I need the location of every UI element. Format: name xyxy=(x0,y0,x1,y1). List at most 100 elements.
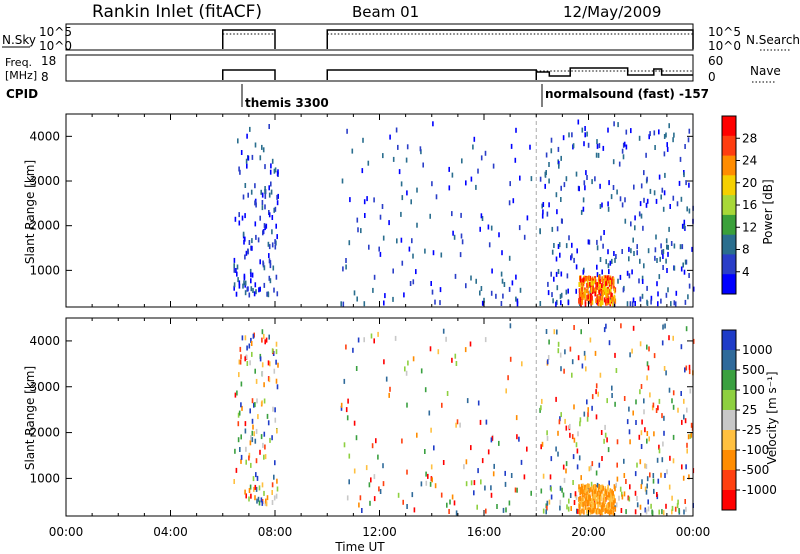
velocity-mark-443 xyxy=(641,419,643,425)
velocity-mark-295 xyxy=(565,425,568,431)
power-mark-270 xyxy=(501,250,503,256)
power-mark-189 xyxy=(460,212,462,218)
power-mark-306 xyxy=(648,134,650,140)
velocity-mark-139 xyxy=(240,402,242,408)
nsky-step-1 xyxy=(326,29,694,49)
velocity-mark-251 xyxy=(427,473,429,479)
velocity-mark-398 xyxy=(590,465,592,471)
velocity-mark-4 xyxy=(269,361,271,367)
power-mark-682 xyxy=(609,285,612,291)
velocity-mark-278 xyxy=(361,508,363,513)
power-mark-116 xyxy=(250,272,252,278)
power-mark-243 xyxy=(392,268,394,274)
velocity-mark-141 xyxy=(411,492,414,498)
power-mark-311 xyxy=(656,281,658,287)
power-mark-180 xyxy=(490,290,493,296)
power-mark-201 xyxy=(395,127,398,133)
power-mark-126 xyxy=(233,282,236,288)
velocity-mark-260 xyxy=(340,402,343,408)
power-mark-313 xyxy=(663,134,666,139)
velocity-mark-662 xyxy=(591,485,593,491)
velocity-mark-114 xyxy=(236,390,238,396)
power-mark-290 xyxy=(633,251,635,256)
power-mark-765 xyxy=(590,277,593,283)
power-mark-450 xyxy=(602,145,605,151)
velocity-mark-234 xyxy=(465,481,468,487)
velocity-mark-710 xyxy=(608,497,611,503)
velocity-mark-424 xyxy=(663,430,665,436)
velocity-mark-282 xyxy=(559,499,562,505)
velocity-mark-74 xyxy=(275,493,278,499)
power-cbar-label-4: 12 xyxy=(742,220,757,234)
power-mark-245 xyxy=(518,225,521,231)
power-mark-546 xyxy=(665,292,668,298)
velocity-mark-63 xyxy=(261,337,263,343)
velocity-cbar-label-7: -1000 xyxy=(742,483,777,497)
velocity-ytick-label-0: 1000 xyxy=(29,471,60,485)
freq-tick-low: 8 xyxy=(41,70,49,84)
power-mark-239 xyxy=(382,235,385,241)
velocity-mark-546 xyxy=(669,455,671,461)
velocity-mark-188 xyxy=(493,463,495,469)
velocity-mark-374 xyxy=(571,359,574,365)
power-ytick-label-2: 3000 xyxy=(29,174,60,188)
velocity-mark-384 xyxy=(623,473,626,478)
velocity-mark-373 xyxy=(604,432,607,438)
power-mark-259 xyxy=(363,301,366,307)
power-mark-555 xyxy=(668,226,670,232)
power-mark-796 xyxy=(582,291,585,297)
power-mark-473 xyxy=(584,132,586,138)
velocity-mark-520 xyxy=(661,509,663,515)
velocity-ytick-label-3: 4000 xyxy=(29,334,60,348)
velocity-mark-551 xyxy=(623,396,626,401)
velocity-mark-363 xyxy=(580,329,582,335)
velocity-mark-244 xyxy=(353,468,356,474)
velocity-mark-502 xyxy=(559,505,561,511)
velocity-mark-834 xyxy=(595,499,597,505)
velocity-cbar-label-4: -25 xyxy=(742,423,762,437)
velocity-mark-486 xyxy=(591,405,593,411)
velocity-mark-70 xyxy=(256,475,259,481)
power-mark-390 xyxy=(588,299,591,305)
power-mark-678 xyxy=(604,299,607,305)
power-mark-48 xyxy=(238,220,241,226)
power-mark-469 xyxy=(572,143,575,149)
power-mark-829 xyxy=(599,279,601,284)
power-mark-77 xyxy=(268,210,270,215)
power-mark-267 xyxy=(392,296,394,302)
power-mark-508 xyxy=(680,266,683,272)
power-mark-671 xyxy=(596,298,599,304)
velocity-mark-110 xyxy=(265,501,268,507)
power-mark-535 xyxy=(639,201,642,207)
power-mark-130 xyxy=(247,248,249,254)
velocity-mark-167 xyxy=(490,485,492,491)
velocity-mark-232 xyxy=(412,356,415,362)
velocity-mark-98 xyxy=(251,437,254,443)
power-cbar-swatch-5 xyxy=(722,214,736,236)
power-mark-272 xyxy=(368,244,370,250)
power-mark-264 xyxy=(470,275,472,281)
power-mark-567 xyxy=(558,163,560,169)
velocity-mark-745 xyxy=(599,492,601,498)
velocity-mark-498 xyxy=(576,464,579,470)
velocity-mark-19 xyxy=(264,339,266,345)
power-mark-816 xyxy=(606,293,609,299)
power-mark-171 xyxy=(488,242,491,248)
velocity-mark-377 xyxy=(639,341,642,347)
velocity-mark-168 xyxy=(521,361,523,367)
velocity-mark-122 xyxy=(237,421,240,427)
power-mark-172 xyxy=(398,169,401,175)
power-mark-408 xyxy=(667,287,669,293)
power-mark-642 xyxy=(579,296,582,302)
power-mark-353 xyxy=(582,197,585,203)
velocity-mark-725 xyxy=(583,493,585,499)
velocity-mark-482 xyxy=(640,430,643,436)
velocity-mark-145 xyxy=(485,419,488,425)
power-cbar-swatch-2 xyxy=(722,155,736,176)
power-mark-254 xyxy=(479,290,481,296)
power-mark-25 xyxy=(257,237,260,243)
velocity-mark-308 xyxy=(672,434,675,440)
velocity-mark-320 xyxy=(620,323,622,329)
power-mark-830 xyxy=(590,293,592,299)
power-mark-782 xyxy=(586,275,589,281)
